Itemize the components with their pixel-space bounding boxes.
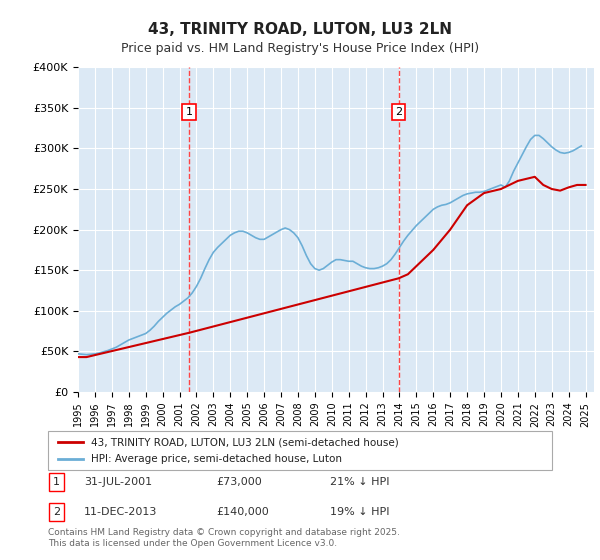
Text: 1: 1 — [186, 107, 193, 117]
Text: 1: 1 — [53, 477, 60, 487]
Text: £140,000: £140,000 — [216, 507, 269, 517]
FancyBboxPatch shape — [49, 503, 64, 521]
Text: 19% ↓ HPI: 19% ↓ HPI — [330, 507, 389, 517]
Text: 31-JUL-2001: 31-JUL-2001 — [84, 477, 152, 487]
FancyBboxPatch shape — [48, 431, 552, 470]
Text: Price paid vs. HM Land Registry's House Price Index (HPI): Price paid vs. HM Land Registry's House … — [121, 42, 479, 55]
Text: 43, TRINITY ROAD, LUTON, LU3 2LN: 43, TRINITY ROAD, LUTON, LU3 2LN — [148, 22, 452, 38]
Text: £73,000: £73,000 — [216, 477, 262, 487]
Text: 2: 2 — [395, 107, 402, 117]
Text: 11-DEC-2013: 11-DEC-2013 — [84, 507, 157, 517]
FancyBboxPatch shape — [49, 473, 64, 491]
Text: HPI: Average price, semi-detached house, Luton: HPI: Average price, semi-detached house,… — [91, 454, 342, 464]
Text: Contains HM Land Registry data © Crown copyright and database right 2025.
This d: Contains HM Land Registry data © Crown c… — [48, 528, 400, 548]
Text: 2: 2 — [53, 507, 60, 517]
Text: 43, TRINITY ROAD, LUTON, LU3 2LN (semi-detached house): 43, TRINITY ROAD, LUTON, LU3 2LN (semi-d… — [91, 437, 398, 447]
Text: 21% ↓ HPI: 21% ↓ HPI — [330, 477, 389, 487]
